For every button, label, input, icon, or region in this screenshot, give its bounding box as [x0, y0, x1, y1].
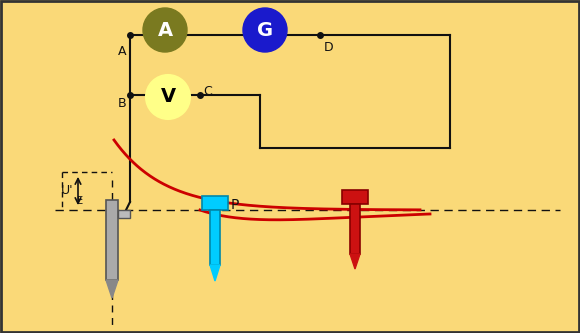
Circle shape	[143, 8, 187, 52]
Text: B: B	[117, 97, 126, 110]
Bar	[342, 190, 368, 204]
Text: A: A	[118, 45, 126, 58]
Polygon shape	[106, 280, 118, 298]
Bar	[118, 210, 130, 218]
Text: P: P	[231, 198, 240, 212]
Bar	[106, 200, 118, 280]
Text: D: D	[324, 41, 334, 54]
Bar	[210, 210, 220, 265]
Text: U': U'	[61, 184, 74, 197]
Polygon shape	[210, 265, 220, 281]
Text: E: E	[77, 196, 83, 206]
Polygon shape	[350, 254, 360, 269]
Bar	[350, 204, 360, 254]
Text: C: C	[203, 85, 212, 98]
Bar	[202, 196, 228, 210]
Text: A: A	[157, 21, 173, 40]
Text: V: V	[161, 88, 176, 107]
Circle shape	[243, 8, 287, 52]
Text: G: G	[257, 21, 273, 40]
Circle shape	[146, 75, 190, 119]
